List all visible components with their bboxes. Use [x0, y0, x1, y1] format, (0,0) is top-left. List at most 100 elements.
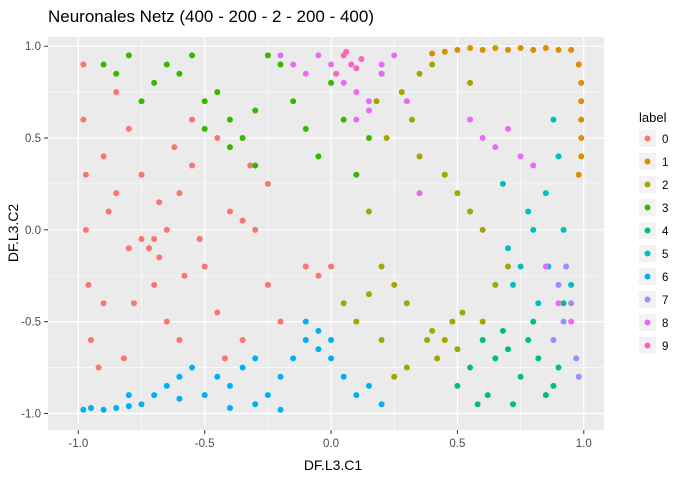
data-point-label-6 — [315, 327, 322, 334]
data-point-label-8 — [391, 52, 398, 59]
data-point-label-2 — [378, 263, 385, 270]
data-point-label-2 — [449, 318, 456, 325]
data-point-label-2 — [441, 171, 448, 178]
data-point-label-0 — [171, 144, 178, 151]
data-point-label-0 — [80, 61, 87, 68]
data-point-label-6 — [189, 364, 196, 371]
data-point-label-0 — [95, 364, 102, 371]
data-point-label-2 — [504, 263, 511, 270]
data-point-label-8 — [315, 52, 322, 59]
data-point-label-6 — [226, 404, 233, 411]
y-tick-label: -1.0 — [21, 408, 41, 420]
legend-label: 6 — [662, 272, 668, 284]
legend-label: 9 — [662, 341, 668, 353]
data-point-label-0 — [163, 226, 170, 233]
data-point-label-4 — [467, 364, 474, 371]
data-point-label-8 — [504, 125, 511, 132]
data-point-label-0 — [85, 281, 92, 288]
data-point-label-4 — [550, 382, 557, 389]
data-point-label-0 — [176, 190, 183, 197]
legend-label: 2 — [662, 180, 668, 192]
data-point-label-3 — [125, 52, 132, 59]
data-point-label-2 — [434, 355, 441, 362]
data-point-label-0 — [138, 236, 145, 243]
data-point-label-3 — [138, 98, 145, 105]
data-point-label-4 — [535, 355, 542, 362]
data-point-label-4 — [560, 300, 567, 307]
data-point-label-6 — [353, 392, 360, 399]
data-point-label-2 — [467, 79, 474, 86]
data-point-label-5 — [550, 116, 557, 123]
y-tick-label: -0.5 — [21, 317, 41, 329]
y-tick-label: 1.0 — [25, 41, 41, 53]
data-point-label-6 — [328, 337, 335, 344]
legend-title: label — [639, 110, 667, 125]
data-point-label-3 — [214, 89, 221, 96]
data-point-label-8 — [378, 70, 385, 77]
data-point-label-8 — [353, 89, 360, 96]
data-point-label-7 — [560, 318, 567, 325]
data-point-label-6 — [151, 392, 158, 399]
data-point-label-0 — [130, 300, 137, 307]
data-point-label-9 — [348, 61, 355, 68]
legend-key-swatch — [644, 273, 651, 280]
data-point-label-6 — [328, 355, 335, 362]
data-point-label-3 — [151, 79, 158, 86]
data-point-label-6 — [252, 401, 259, 408]
data-point-label-0 — [181, 272, 188, 279]
data-point-label-0 — [277, 318, 284, 325]
data-point-label-4 — [530, 318, 537, 325]
data-point-label-2 — [383, 135, 390, 142]
data-point-label-2 — [441, 337, 448, 344]
data-point-label-9 — [343, 48, 350, 55]
data-point-label-8 — [290, 61, 297, 68]
data-point-label-0 — [189, 162, 196, 169]
data-point-label-0 — [196, 236, 203, 243]
data-point-label-1 — [578, 135, 585, 142]
data-point-label-6 — [125, 392, 132, 399]
data-point-label-0 — [221, 355, 228, 362]
data-point-label-5 — [568, 281, 575, 288]
data-point-label-6 — [125, 403, 132, 410]
data-point-label-8 — [416, 190, 423, 197]
legend-label: 5 — [662, 249, 668, 261]
x-axis-ticks: -1.0 -0.5 0.0 0.5 1.0 — [68, 430, 592, 450]
data-point-label-3 — [353, 171, 360, 178]
legend-key-swatch — [644, 227, 651, 234]
data-point-label-3 — [264, 52, 271, 59]
data-point-label-0 — [264, 180, 271, 187]
data-point-label-3 — [365, 135, 372, 142]
data-point-label-6 — [315, 346, 322, 353]
data-point-label-2 — [459, 309, 466, 316]
data-point-label-2 — [353, 318, 360, 325]
legend-items: 0 1 2 3 4 5 6 7 8 9 — [639, 130, 669, 354]
data-point-label-1 — [555, 46, 562, 53]
data-point-label-8 — [479, 135, 486, 142]
data-point-label-6 — [340, 373, 347, 380]
data-point-label-3 — [100, 61, 107, 68]
data-point-label-5 — [560, 226, 567, 233]
data-point-label-2 — [416, 70, 423, 77]
data-point-label-4 — [479, 337, 486, 344]
data-point-label-1 — [492, 45, 499, 52]
data-point-label-0 — [151, 281, 158, 288]
data-point-label-3 — [290, 98, 297, 105]
data-point-label-2 — [416, 153, 423, 160]
data-point-label-6 — [239, 364, 246, 371]
data-point-label-4 — [484, 392, 491, 399]
data-point-label-0 — [113, 190, 120, 197]
data-point-label-2 — [373, 98, 380, 105]
data-point-label-1 — [578, 153, 585, 160]
legend-key-swatch — [644, 135, 651, 142]
data-point-label-3 — [315, 153, 322, 160]
data-point-label-4 — [504, 346, 511, 353]
x-axis-title: DF.L3.C1 — [304, 457, 363, 473]
data-point-label-0 — [328, 263, 335, 270]
data-point-label-3 — [328, 79, 335, 86]
data-point-label-8 — [530, 162, 537, 169]
data-point-label-0 — [201, 263, 208, 270]
data-point-label-7 — [563, 263, 570, 270]
data-point-label-2 — [340, 300, 347, 307]
data-point-label-3 — [163, 61, 170, 68]
